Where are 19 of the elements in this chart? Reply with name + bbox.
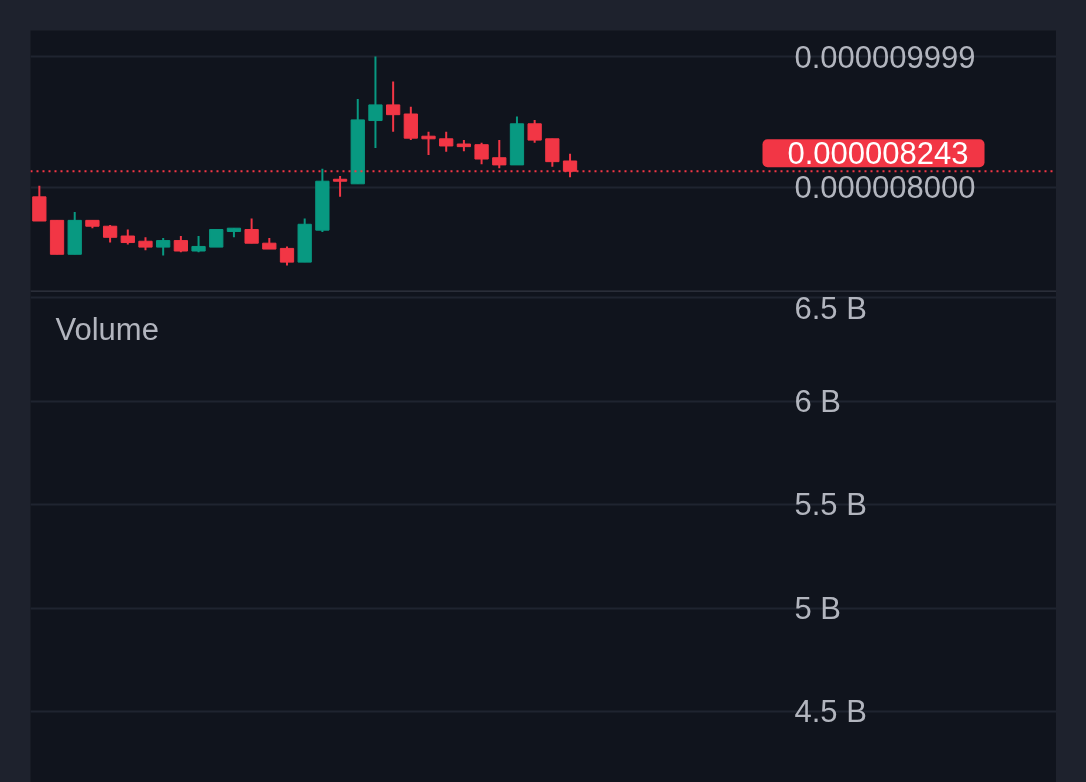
- candlestick: [244, 217, 259, 245]
- ref-line-label: 0.000008243: [787, 136, 969, 172]
- candlestick: [439, 130, 454, 153]
- candlestick: [386, 80, 401, 133]
- y-tick-label: 0.000008000: [794, 170, 976, 206]
- text: Volume: [55, 311, 159, 347]
- candlestick: [545, 137, 560, 168]
- candlestick: [527, 118, 542, 144]
- candlestick: [368, 55, 383, 149]
- y-tick-label: 4.5 B: [794, 694, 867, 729]
- candlestick: [279, 245, 295, 267]
- y-tick-label: 6 B: [794, 383, 842, 419]
- candlestick: [332, 175, 348, 198]
- y-tick-label: 5 B: [794, 590, 842, 626]
- y-tick-label: 6.5 B: [794, 290, 867, 326]
- candlestick: [492, 139, 507, 170]
- y-tick-label: 0.000009999: [794, 39, 976, 75]
- candlestick: [474, 141, 489, 166]
- y-tick-label: 5.5 B: [794, 487, 867, 523]
